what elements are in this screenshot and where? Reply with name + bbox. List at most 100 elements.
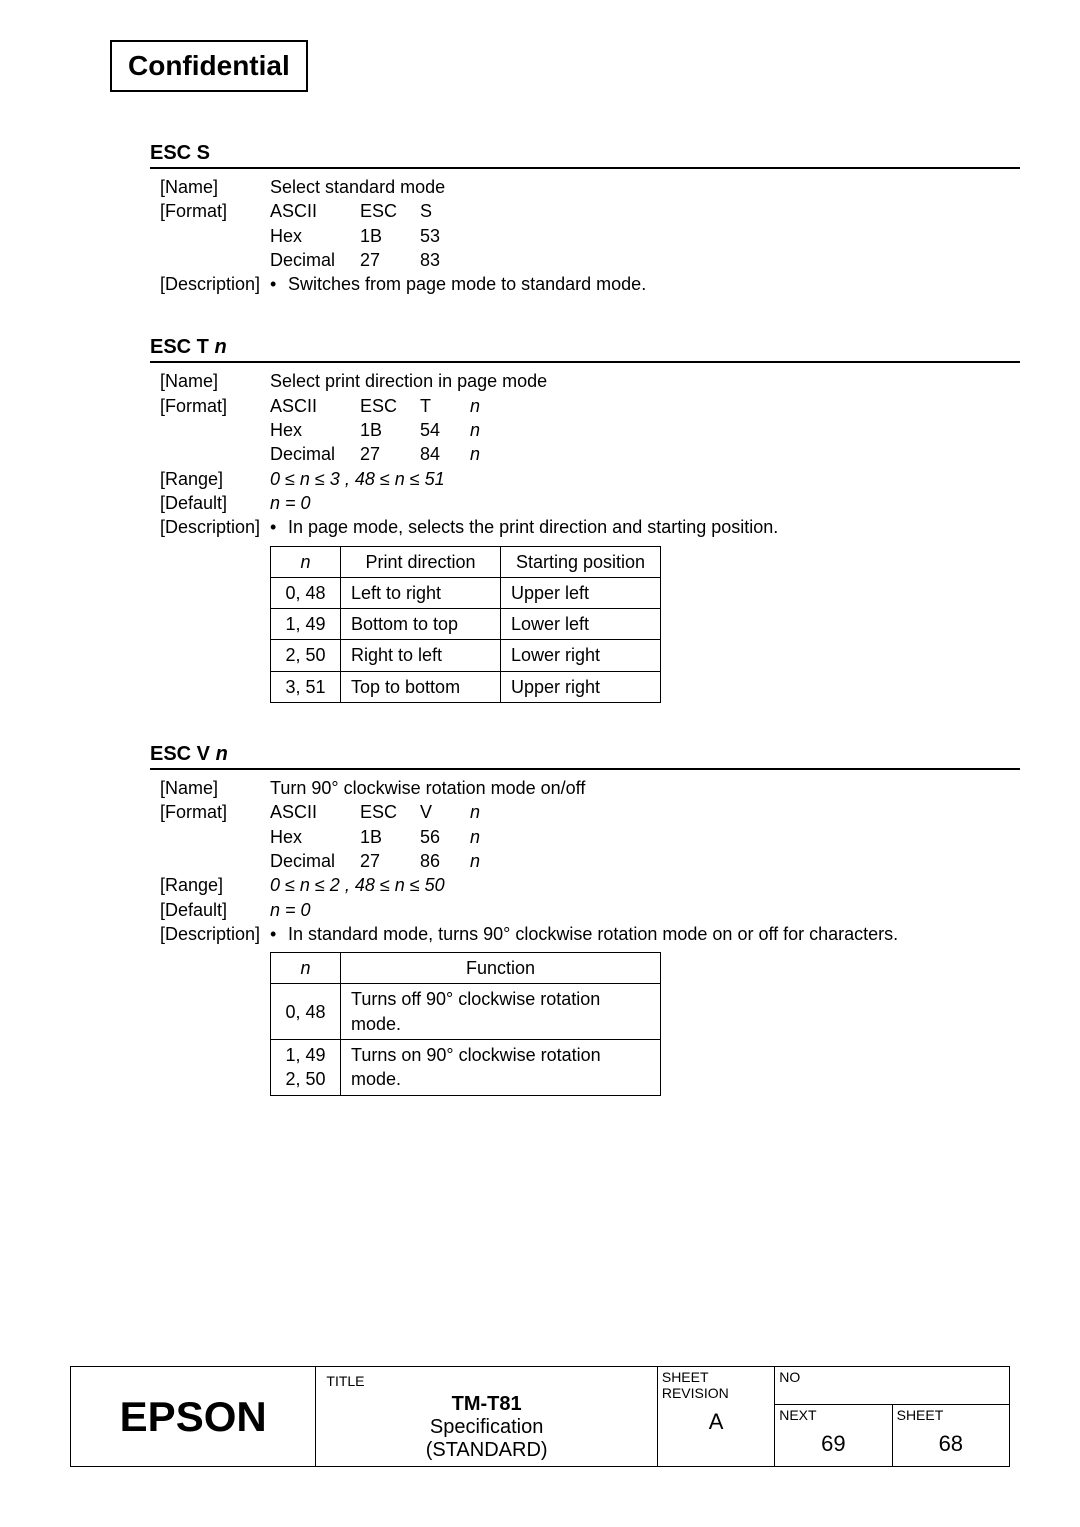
bullet-icon: • <box>270 515 288 539</box>
fmt-enc: Decimal <box>270 248 360 272</box>
bullet-icon: • <box>270 272 288 296</box>
th-n: n <box>271 953 341 984</box>
cell: Bottom to top <box>341 609 501 640</box>
value-description: •In standard mode, turns 90° clockwise r… <box>270 922 1020 1096</box>
th-fn: Function <box>341 953 661 984</box>
label-default: [Default] <box>160 898 270 922</box>
fmt-c1: 1B <box>360 825 420 849</box>
fmt-c3: n <box>470 800 510 824</box>
label-description: [Description] <box>160 922 270 1096</box>
no-cell: NO <box>775 1367 1010 1405</box>
format-table: ASCIIESCTn Hex1B54n Decimal2784n <box>270 394 1020 467</box>
title-sub2: (STANDARD) <box>322 1439 650 1462</box>
value-range: 0 ≤ n ≤ 3 , 48 ≤ n ≤ 51 <box>270 467 1020 491</box>
footer: EPSON TITLE TM-T81 Specification (STANDA… <box>70 1366 1010 1467</box>
sheet-rev-cell: SHEET REVISION A <box>657 1367 774 1467</box>
label-format: [Format] <box>160 800 270 873</box>
cell: 1, 49 <box>271 609 341 640</box>
cell: 2, 50 <box>271 640 341 671</box>
direction-table: n Print direction Starting position 0, 4… <box>270 546 661 703</box>
fmt-c1: 1B <box>360 418 420 442</box>
cell: Upper right <box>501 671 661 702</box>
section-esc-v: ESC V n [Name] Turn 90° clockwise rotati… <box>60 743 1020 1096</box>
fmt-c2: S <box>420 199 470 223</box>
label-range: [Range] <box>160 467 270 491</box>
cell: Right to left <box>341 640 501 671</box>
title-main: TM-T81 <box>322 1393 650 1416</box>
fmt-enc: Hex <box>270 224 360 248</box>
confidential-box: Confidential <box>110 40 308 92</box>
table-row: 0, 48Left to rightUpper left <box>271 577 661 608</box>
bullet-icon: • <box>270 922 288 946</box>
description-text: Switches from page mode to standard mode… <box>288 272 646 296</box>
label-description: [Description] <box>160 515 270 703</box>
sheet-rev-value: A <box>658 1403 774 1441</box>
value-name: Select standard mode <box>270 175 1020 199</box>
th-dir: Print direction <box>341 546 501 577</box>
fmt-c2: 83 <box>420 248 470 272</box>
title-sub1: Specification <box>322 1416 650 1439</box>
fmt-c1: ESC <box>360 800 420 824</box>
fmt-c2: 56 <box>420 825 470 849</box>
cell: 1, 49 2, 50 <box>271 1040 341 1096</box>
cell: Upper left <box>501 577 661 608</box>
format-table: ASCIIESCS Hex1B53 Decimal2783 <box>270 199 1020 272</box>
section-title: ESC V n <box>150 743 1020 770</box>
description-text: In page mode, selects the print directio… <box>288 515 778 539</box>
value-description: •Switches from page mode to standard mod… <box>270 272 1020 296</box>
next-value: 69 <box>775 1425 891 1463</box>
cell: Turns on 90° clockwise rotation mode. <box>341 1040 661 1096</box>
cell: Lower left <box>501 609 661 640</box>
label-name: [Name] <box>160 175 270 199</box>
value-description: •In page mode, selects the print directi… <box>270 515 1020 703</box>
cell: Lower right <box>501 640 661 671</box>
sheet-cell: SHEET 68 <box>892 1405 1009 1467</box>
label-name: [Name] <box>160 369 270 393</box>
fmt-c2: 53 <box>420 224 470 248</box>
table-row: 0, 48Turns off 90° clockwise rotation mo… <box>271 984 661 1040</box>
next-label: NEXT <box>775 1405 891 1425</box>
th-n: n <box>271 546 341 577</box>
fmt-c2: 54 <box>420 418 470 442</box>
fmt-c1: ESC <box>360 199 420 223</box>
title-var: n <box>214 336 226 358</box>
cell: Top to bottom <box>341 671 501 702</box>
value-default: n = 0 <box>270 898 1020 922</box>
fmt-c3: n <box>470 825 510 849</box>
fmt-c3: n <box>470 394 510 418</box>
label-format: [Format] <box>160 394 270 467</box>
fmt-c1: 27 <box>360 442 420 466</box>
title-label: TITLE <box>322 1371 650 1391</box>
table-row: 2, 50Right to leftLower right <box>271 640 661 671</box>
fmt-c3: n <box>470 849 510 873</box>
table-row: 3, 51Top to bottomUpper right <box>271 671 661 702</box>
cell: 3, 51 <box>271 671 341 702</box>
fmt-enc: Decimal <box>270 442 360 466</box>
cell: 0, 48 <box>271 984 341 1040</box>
fmt-enc: Hex <box>270 418 360 442</box>
fmt-enc: ASCII <box>270 394 360 418</box>
section-esc-s: ESC S [Name] Select standard mode [Forma… <box>60 142 1020 296</box>
next-cell: NEXT 69 <box>775 1405 892 1467</box>
logo: EPSON <box>71 1367 316 1467</box>
footer-table: EPSON TITLE TM-T81 Specification (STANDA… <box>70 1366 1010 1467</box>
no-label: NO <box>775 1367 1009 1387</box>
table-row: 1, 49 2, 50Turns on 90° clockwise rotati… <box>271 1040 661 1096</box>
fmt-c1: 27 <box>360 849 420 873</box>
fmt-c1: ESC <box>360 394 420 418</box>
fmt-enc: ASCII <box>270 199 360 223</box>
fmt-c3: n <box>470 418 510 442</box>
fmt-c2: 86 <box>420 849 470 873</box>
section-title: ESC T n <box>150 336 1020 363</box>
cell: Turns off 90° clockwise rotation mode. <box>341 984 661 1040</box>
fmt-enc: ASCII <box>270 800 360 824</box>
fmt-enc: Decimal <box>270 849 360 873</box>
title-cell: TITLE TM-T81 Specification (STANDARD) <box>316 1367 657 1467</box>
fmt-c1: 27 <box>360 248 420 272</box>
table-row: 1, 49Bottom to topLower left <box>271 609 661 640</box>
description-text: In standard mode, turns 90° clockwise ro… <box>288 922 898 946</box>
label-default: [Default] <box>160 491 270 515</box>
cell: 0, 48 <box>271 577 341 608</box>
label-range: [Range] <box>160 873 270 897</box>
function-table: n Function 0, 48Turns off 90° clockwise … <box>270 952 661 1095</box>
